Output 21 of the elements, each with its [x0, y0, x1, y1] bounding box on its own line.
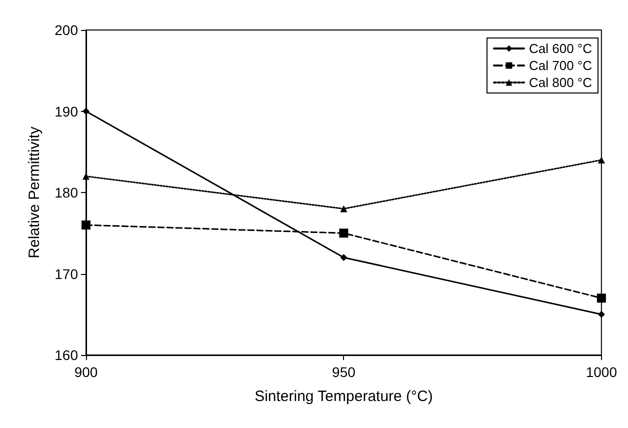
y-tick-label: 170 [54, 266, 78, 282]
point [339, 228, 348, 238]
point [598, 156, 605, 164]
y-tick-label: 160 [54, 347, 78, 363]
y-tick-label: 200 [54, 22, 78, 38]
point [82, 220, 90, 230]
legend-label: Cal 600 °C [528, 41, 592, 56]
point [82, 172, 90, 180]
point [340, 254, 348, 261]
legend-label: Cal 800 °C [528, 75, 592, 90]
y-tick-label: 190 [54, 103, 78, 120]
y-tick-label: 180 [54, 184, 78, 200]
x-axis-title: Sintering Temperature (°C) [254, 388, 433, 405]
legend-label: Cal 700 °C [528, 58, 592, 73]
x-tick-label: 950 [332, 364, 356, 380]
point [598, 310, 605, 318]
point [340, 205, 348, 212]
point [596, 294, 606, 303]
y-axis-title: Relative Permittivity [26, 126, 43, 258]
x-tick-label: 1000 [586, 364, 618, 380]
x-tick-label: 900 [74, 364, 98, 380]
